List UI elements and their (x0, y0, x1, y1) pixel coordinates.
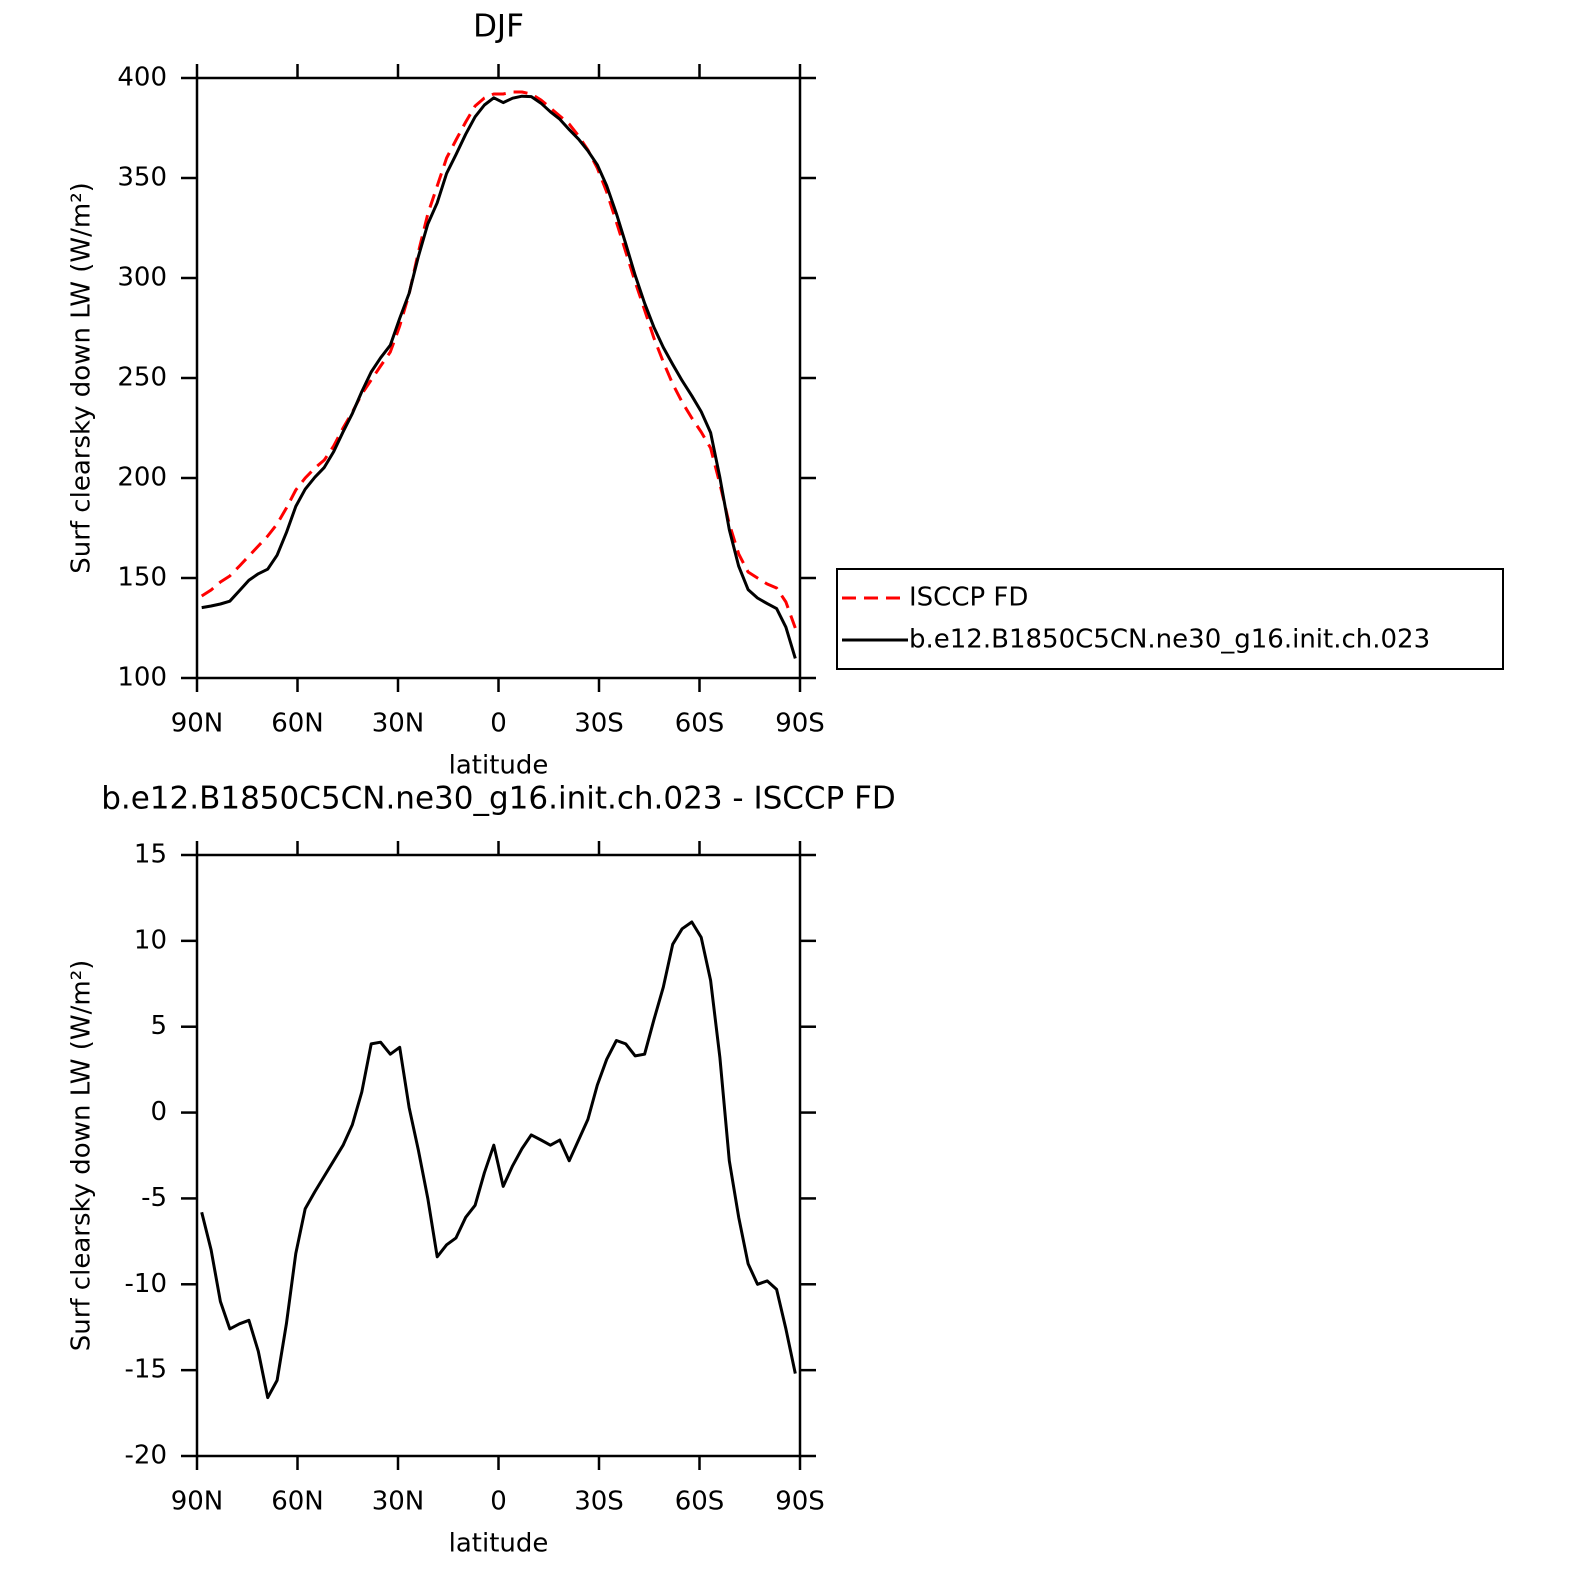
x-tick-label: 90N (171, 1487, 224, 1517)
legend-box (836, 568, 1504, 670)
y-tick-label: 5 (150, 1011, 167, 1041)
chart-title: DJF (473, 9, 524, 45)
y-tick-label: 400 (117, 63, 167, 93)
data-line (200, 920, 797, 1400)
y-tick-label: -5 (141, 1183, 167, 1213)
x-tick-label: 90S (775, 1487, 825, 1517)
y-tick-label: -10 (125, 1269, 167, 1299)
x-tick-label: 30S (574, 1487, 624, 1517)
chart-title: b.e12.B1850C5CN.ne30_g16.init.ch.023 - I… (101, 781, 896, 817)
y-tick-label: 150 (117, 563, 167, 593)
x-tick-label: 0 (490, 709, 507, 739)
y-tick-label: 100 (117, 663, 167, 693)
plot-frame (195, 76, 802, 680)
x-tick-label: 30N (372, 1487, 425, 1517)
legend-label: b.e12.B1850C5CN.ne30_g16.init.ch.023 (909, 625, 1430, 655)
x-tick-label: 60S (675, 1487, 725, 1517)
y-tick-label: 250 (117, 363, 167, 393)
x-tick-label: 90N (171, 709, 224, 739)
x-axis-label: latitude (449, 751, 549, 781)
y-tick-label: 350 (117, 163, 167, 193)
y-tick-label: -15 (125, 1355, 167, 1385)
y-axis-label: Surf clearsky down LW (W/m²) (67, 182, 97, 574)
y-tick-label: 300 (117, 263, 167, 293)
legend-label: ISCCP FD (909, 583, 1028, 613)
x-tick-label: 0 (490, 1487, 507, 1517)
y-tick-label: 15 (134, 840, 167, 870)
y-tick-label: -20 (125, 1441, 167, 1471)
x-tick-label: 90S (775, 709, 825, 739)
x-tick-label: 30S (574, 709, 624, 739)
y-tick-label: 200 (117, 463, 167, 493)
x-tick-label: 30N (372, 709, 425, 739)
x-tick-label: 60N (271, 709, 324, 739)
x-tick-label: 60S (675, 709, 725, 739)
y-axis-label: Surf clearsky down LW (W/m²) (67, 960, 97, 1352)
plot-frame (195, 853, 802, 1458)
data-line (201, 94, 797, 659)
x-axis-label: latitude (449, 1529, 549, 1559)
y-tick-label: 10 (134, 925, 167, 955)
data-line (200, 90, 797, 629)
x-tick-label: 60N (271, 1487, 324, 1517)
y-tick-label: 0 (150, 1097, 167, 1127)
